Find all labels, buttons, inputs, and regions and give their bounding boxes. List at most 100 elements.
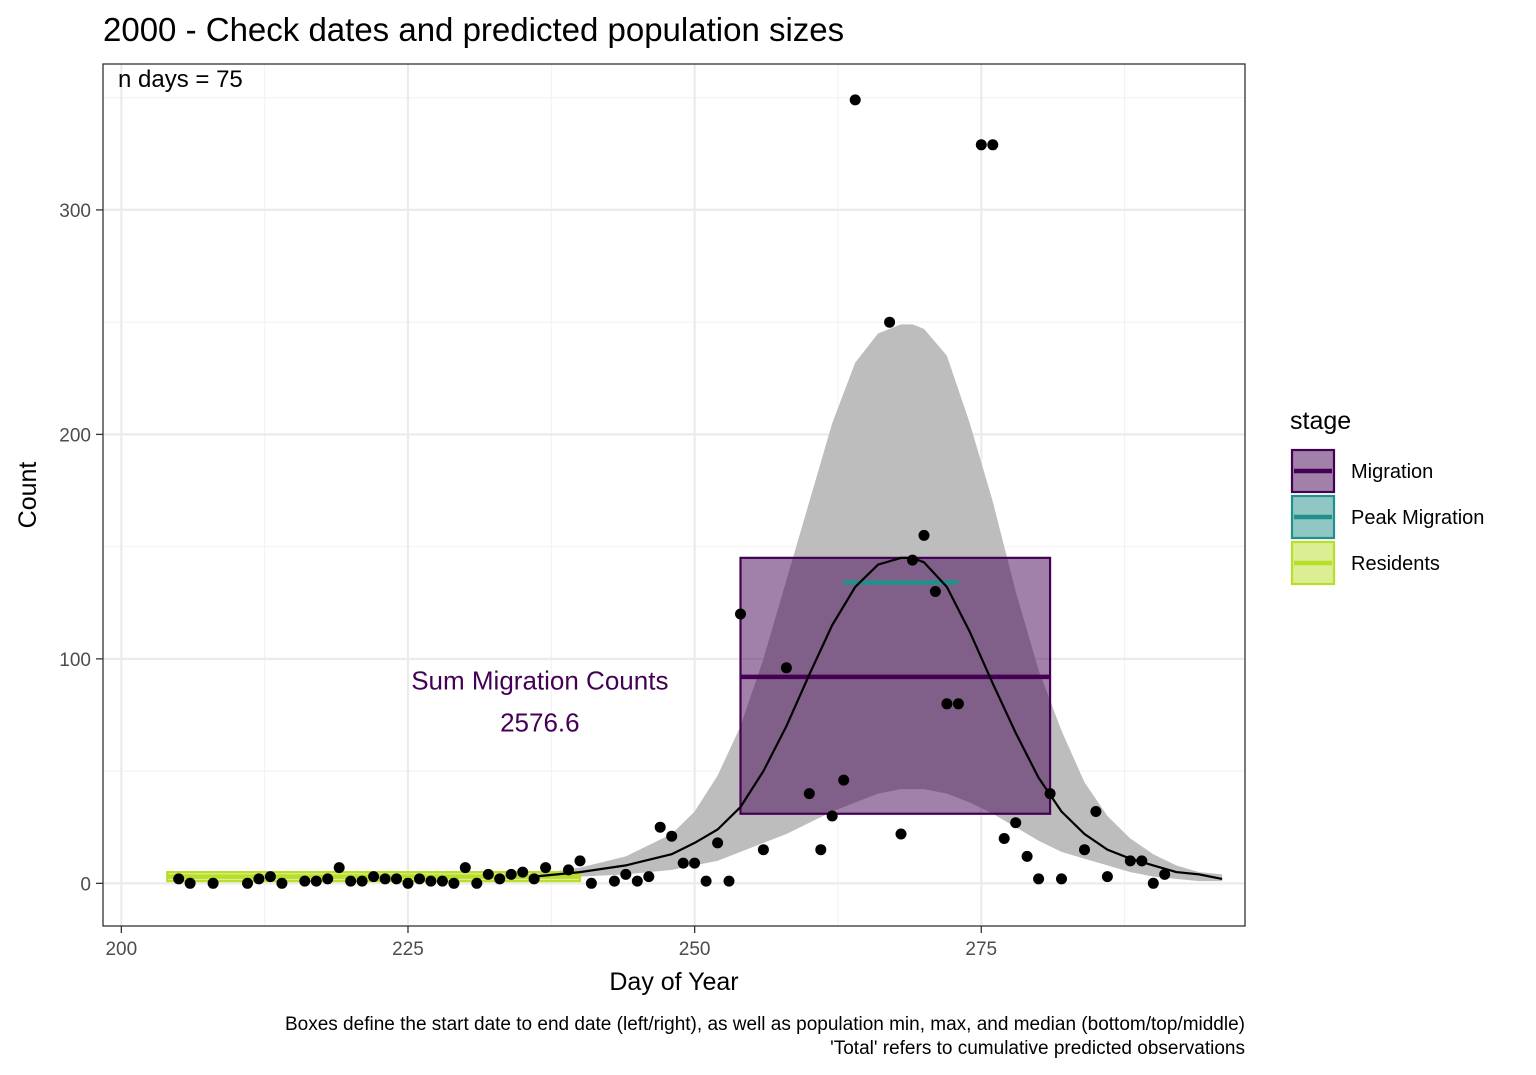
data-point: [242, 877, 253, 889]
data-point: [574, 855, 586, 867]
data-point: [643, 871, 655, 883]
data-point: [333, 862, 345, 874]
data-point: [918, 529, 930, 541]
legend-title: stage: [1290, 407, 1351, 435]
data-point: [310, 875, 322, 887]
stage-box-migration: [739, 556, 1052, 815]
data-point: [436, 875, 448, 887]
point-layer: [173, 94, 1171, 889]
data-point: [1010, 817, 1022, 829]
data-point: [631, 875, 643, 887]
data-point: [608, 875, 620, 887]
n-days-label: n days = 75: [118, 66, 243, 93]
data-point: [987, 139, 999, 151]
data-point: [1021, 850, 1033, 862]
legend: stage Migration Peak Migration Residents: [1290, 407, 1484, 586]
y-tick-label: 200: [59, 425, 91, 446]
data-point: [1056, 873, 1067, 885]
data-point: [482, 868, 494, 880]
y-tick-label: 100: [59, 650, 91, 671]
data-point: [505, 868, 517, 880]
data-point: [379, 873, 391, 885]
data-point: [517, 866, 529, 878]
data-point: [838, 774, 850, 786]
x-tick-label: 275: [965, 939, 997, 960]
x-tick-label: 200: [105, 939, 137, 960]
data-point: [1090, 806, 1102, 817]
data-point: [184, 877, 196, 889]
data-point: [1101, 871, 1113, 883]
data-point: [929, 586, 941, 597]
data-point: [345, 875, 357, 887]
y-axis-title: Count: [14, 462, 42, 529]
data-point: [264, 871, 276, 883]
data-point: [998, 833, 1010, 844]
data-point: [1079, 844, 1090, 856]
legend-label-residents: Residents: [1351, 553, 1440, 575]
grid-major: [103, 64, 1245, 926]
x-axis-title: Day of Year: [609, 968, 738, 996]
data-point: [689, 857, 701, 869]
data-point: [849, 94, 861, 106]
data-point: [494, 873, 506, 885]
caption-line-2: 'Total' refers to cumulative predicted o…: [830, 1038, 1245, 1059]
data-point: [1159, 868, 1171, 880]
data-point: [540, 862, 552, 874]
data-point: [952, 698, 964, 710]
data-point: [276, 877, 288, 889]
data-point: [414, 873, 425, 885]
annotation-layer: Sum Migration Counts 2576.6: [411, 665, 668, 737]
data-point: [563, 864, 574, 876]
y-tick-label: 300: [59, 201, 91, 222]
data-point: [735, 608, 746, 620]
data-point: [368, 871, 380, 883]
data-point: [1033, 873, 1045, 885]
y-axis-ticks: 0 100 200 300: [59, 201, 103, 895]
data-point: [173, 873, 185, 885]
data-point: [322, 873, 334, 885]
data-point: [1136, 855, 1148, 867]
annotation-line-1: Sum Migration Counts: [411, 665, 668, 695]
data-point: [1124, 855, 1136, 867]
annotation-line-2: 2576.6: [500, 707, 580, 737]
data-point: [654, 821, 666, 833]
legend-label-migration: Migration: [1351, 461, 1433, 483]
data-point: [895, 828, 907, 840]
data-point: [1044, 788, 1056, 800]
data-point: [471, 877, 483, 889]
data-point: [459, 862, 471, 874]
data-point: [299, 875, 311, 887]
data-point: [666, 830, 678, 842]
data-point: [253, 873, 265, 885]
x-axis-ticks: 200 225 250 275: [105, 926, 997, 960]
data-point: [757, 844, 769, 856]
data-point: [620, 868, 632, 880]
chart-title: 2000 - Check dates and predicted populat…: [103, 11, 844, 48]
x-tick-label: 225: [392, 939, 424, 960]
data-point: [425, 875, 437, 887]
data-point: [803, 788, 815, 800]
data-point: [975, 139, 987, 151]
y-tick-label: 0: [80, 874, 91, 895]
data-point: [1147, 877, 1159, 889]
data-point: [907, 554, 918, 566]
data-point: [712, 837, 724, 849]
data-point: [700, 875, 712, 887]
data-point: [528, 873, 540, 885]
caption-line-1: Boxes define the start date to end date …: [285, 1014, 1245, 1035]
data-point: [402, 877, 414, 889]
data-point: [356, 875, 368, 887]
data-point: [677, 857, 689, 869]
data-point: [585, 877, 597, 889]
data-point: [941, 698, 953, 710]
plot-border: [102, 63, 1246, 927]
data-point: [780, 662, 792, 674]
data-point: [391, 873, 402, 885]
data-point: [723, 875, 735, 887]
data-point: [884, 316, 896, 328]
data-point: [448, 877, 460, 889]
data-point: [207, 877, 219, 889]
data-point: [826, 810, 838, 822]
data-point: [815, 844, 827, 856]
